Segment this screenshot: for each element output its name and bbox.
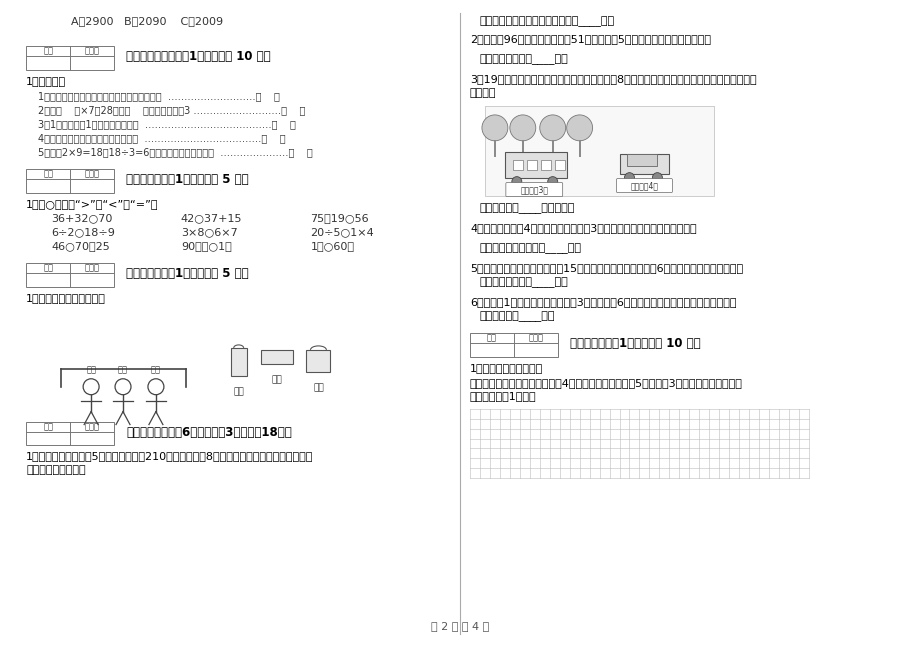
Text: 答：至少需要____辆小汽车。: 答：至少需要____辆小汽车。 [480,203,574,214]
Text: 4、动物园有熊猾4只，有猴子是熊猾的3倍。问一共有熊猾和猴子多少只？: 4、动物园有熊猾4只，有猴子是熊猾的3倍。问一共有熊猾和猴子多少只？ [470,224,696,233]
Text: 3、19只小动物参加森林运动会，用面包车送赸8只小动物后，剩下的坐小汽车，至少需要几辆: 3、19只小动物参加森林运动会，用面包车送赸8只小动物后，剩下的坐小汽车，至少需… [470,74,755,84]
Bar [470,333,557,357]
Circle shape [624,173,634,183]
Text: 得分: 得分 [43,169,53,178]
Text: 36+32○70: 36+32○70 [51,213,112,224]
Text: 评卷人: 评卷人 [85,264,99,273]
Text: 答：平均每天要看____页。: 答：平均每天要看____页。 [480,54,568,65]
Text: 1、我会观察，我会连线。: 1、我会观察，我会连线。 [27,293,106,303]
Circle shape [83,379,99,395]
Bar [27,46,114,70]
Bar [618,154,669,174]
Text: 小格的边长是1厘米）: 小格的边长是1厘米） [470,391,536,400]
Text: 评卷人: 评卷人 [85,47,99,56]
Bar [484,106,713,196]
FancyBboxPatch shape [616,179,672,192]
Text: 3．1千克铁条和1千克木条一样重。  …………………………………（    ）: 3．1千克铁条和1千克木条一样重。 …………………………………（ ） [39,119,296,129]
Text: 1、判一判。: 1、判一判。 [27,76,66,86]
Text: 2、一本书96页，花花已经看刱51页，剩下的5天看完。平均每天要看几页？: 2、一本书96页，花花已经看刱51页，剩下的5天看完。平均每天要看几页？ [470,34,710,44]
Bar [540,160,550,170]
Text: 小红: 小红 [233,388,244,396]
Text: 1、育才学校二年级有5个班，共有学生210人，每班要选8人参加跳绳比赛，二年级没有参加: 1、育才学校二年级有5个班，共有学生210人，每班要选8人参加跳绳比赛，二年级没… [27,452,313,461]
Text: 小京: 小京 [151,366,161,375]
Bar [627,154,657,166]
Text: A．2900   B．2090    C．2009: A．2900 B．2090 C．2009 [71,16,223,26]
Text: 答：每个本子____元。: 答：每个本子____元。 [480,311,555,322]
Circle shape [566,115,592,141]
FancyBboxPatch shape [505,183,562,196]
Circle shape [482,115,507,141]
Circle shape [547,177,557,187]
Circle shape [511,177,521,187]
Text: 2．在（    ）×7＜28中，（    ）里最大应该堓3 ………………………（    ）: 2．在（ ）×7＜28中，（ ）里最大应该堓3 ………………………（ ） [39,105,305,115]
Text: 在下面的方格纸上画一个边长是4厘米的正方形和一个长5厘米、厘3厘米的长方形。（每个: 在下面的方格纸上画一个边长是4厘米的正方形和一个长5厘米、厘3厘米的长方形。（每… [470,378,742,388]
Text: 3×8○6×7: 3×8○6×7 [181,227,237,237]
Text: 6、小东有1元，小明的錢是小东的3倍，小明抙6个本子刚好把錢用完，每个本子几元？: 6、小东有1元，小明的錢是小东的3倍，小明抙6个本子刚好把錢用完，每个本子几元？ [470,297,736,307]
Text: 绳比赛的有多少人？: 绳比赛的有多少人？ [27,465,85,475]
Text: 得分: 得分 [43,47,53,56]
Text: 六、比一比（共1大题，共计 5 分）: 六、比一比（共1大题，共计 5 分） [126,173,248,186]
Text: 小汽车？: 小汽车？ [470,88,496,98]
Text: 小红: 小红 [118,366,128,375]
Text: 1．一个数的最高位是万位，这个数是四位数。  ………………………（    ）: 1．一个数的最高位是万位，这个数是四位数。 ………………………（ ） [39,91,280,101]
Text: 评卷人: 评卷人 [528,333,543,343]
Text: 评卷人: 评卷人 [85,422,99,431]
Text: 6÷2○18÷9: 6÷2○18÷9 [51,227,115,237]
Text: 42○37+15: 42○37+15 [181,213,242,224]
Bar [505,151,566,177]
Text: 评卷人: 评卷人 [85,169,99,178]
Bar [306,350,330,372]
Text: 七、连一连（共1大题，共计 5 分）: 七、连一连（共1大题，共计 5 分） [126,267,248,280]
Text: 得分: 得分 [486,333,496,343]
Circle shape [148,379,164,395]
Text: 1、动手操作，我会画。: 1、动手操作，我会画。 [470,363,542,373]
Bar [260,350,292,364]
Text: 46○70－25: 46○70－25 [51,241,110,252]
Bar [27,168,114,192]
Text: 1、在○里填上“>”、“<”或“=”。: 1、在○里填上“>”、“<”或“=”。 [27,198,159,209]
Text: 八、解决问题（共6小题，每题3分，共计18分）: 八、解决问题（共6小题，每题3分，共计18分） [126,426,291,439]
Circle shape [539,115,565,141]
Text: 答：二年级没有参加跳绳比赛的有____人。: 答：二年级没有参加跳绳比赛的有____人。 [480,16,615,27]
Text: 小京: 小京 [312,384,323,393]
Text: 5、小红看故事书，第一天看了15页，第二天看的比第一天少6页，两天一共看了多少页？: 5、小红看故事书，第一天看了15页，第二天看的比第一天少6页，两天一共看了多少页… [470,263,743,273]
Text: 得分: 得分 [43,264,53,273]
Text: 小薇: 小薇 [86,366,96,375]
Text: 第 2 页 共 4 页: 第 2 页 共 4 页 [430,621,489,630]
Text: 小薇: 小薇 [271,376,281,385]
Text: 汽车可坐4只: 汽车可坐4只 [630,181,658,190]
Text: 20÷5○1×4: 20÷5○1×4 [310,227,374,237]
Circle shape [509,115,535,141]
Text: 得分: 得分 [43,422,53,431]
Circle shape [115,379,130,395]
Bar [231,348,246,376]
Text: 5．计碗2×9=18和18÷3=6用的是同一句乘法口诀。  …………………（    ）: 5．计碗2×9=18和18÷3=6用的是同一句乘法口诀。 …………………（ ） [39,147,312,157]
Text: 答：两天一共看了____页。: 答：两天一共看了____页。 [480,277,568,288]
Bar [512,160,522,170]
Bar [27,422,114,445]
Bar [527,160,536,170]
Text: 4．称物体的质量可以用天平和米尺。  ………………………………（    ）: 4．称物体的质量可以用天平和米尺。 ………………………………（ ） [39,133,286,143]
Text: 75－19○56: 75－19○56 [310,213,369,224]
Text: 90厘米○1米: 90厘米○1米 [181,241,232,252]
Text: 面包可坐3只: 面包可坐3只 [520,185,548,194]
Circle shape [652,173,662,183]
Text: 答：一共有熊猾和猴子____只。: 答：一共有熊猾和猴子____只。 [480,243,582,254]
Text: 1时○60分: 1时○60分 [310,241,354,252]
Text: 十、综合题（共1大题，共计 10 分）: 十、综合题（共1大题，共计 10 分） [569,337,699,350]
Bar [27,263,114,287]
Bar [554,160,564,170]
Text: 五、判断对与错（共1大题，共计 10 分）: 五、判断对与错（共1大题，共计 10 分） [126,50,270,63]
